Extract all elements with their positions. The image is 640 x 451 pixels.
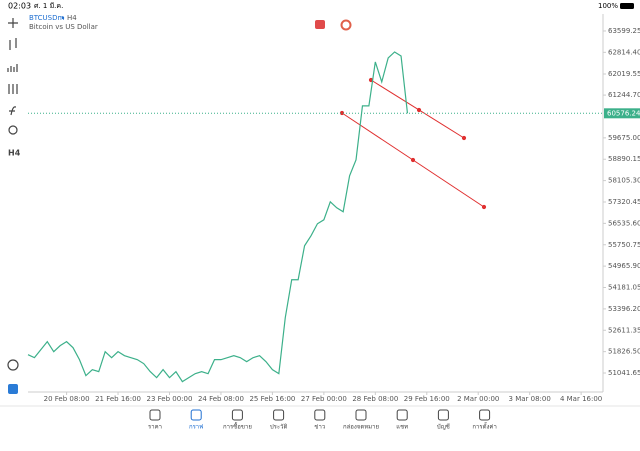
y-tick-label: 62019.55 bbox=[608, 70, 640, 78]
nav-icon[interactable] bbox=[355, 409, 367, 421]
nav-icon[interactable] bbox=[149, 409, 161, 421]
nav-label[interactable]: ข่าว bbox=[314, 424, 325, 431]
timeframe-button[interactable]: H4 bbox=[8, 149, 21, 158]
current-price-label: 60576.24 bbox=[607, 109, 640, 117]
description: Bitcoin vs US Dollar bbox=[29, 23, 98, 31]
nav-icon[interactable] bbox=[437, 409, 449, 421]
y-tick-label: 59675.00 bbox=[608, 134, 640, 142]
x-tick-label: 27 Feb 00:00 bbox=[301, 395, 347, 403]
trendline-point[interactable] bbox=[416, 107, 422, 113]
symbol: BTCUSDm bbox=[29, 14, 65, 22]
nav-label[interactable]: ราคา bbox=[148, 424, 162, 431]
crosshair-tool[interactable] bbox=[8, 18, 18, 28]
x-tick-label: 2 Mar 00:00 bbox=[457, 395, 499, 403]
y-tick-label: 56535.60 bbox=[608, 219, 640, 227]
timeframe: H4 bbox=[67, 14, 77, 22]
nav-icon[interactable] bbox=[190, 409, 202, 421]
nav-icon[interactable] bbox=[479, 409, 491, 421]
x-tick-label: 3 Mar 08:00 bbox=[509, 395, 551, 403]
x-tick-label: 24 Feb 08:00 bbox=[198, 395, 244, 403]
y-tick-label: 57320.45 bbox=[608, 198, 640, 206]
settings-tool[interactable] bbox=[8, 84, 18, 94]
x-tick-label: 4 Mar 16:00 bbox=[560, 395, 602, 403]
y-tick-label: 53396.20 bbox=[608, 305, 640, 313]
nav-label[interactable]: บัญชี bbox=[437, 423, 450, 431]
left-toolbar bbox=[7, 18, 19, 371]
nav-label[interactable]: การซื้อขาย bbox=[223, 421, 252, 431]
nav-icon[interactable] bbox=[314, 409, 326, 421]
status-time: 02:03 bbox=[8, 2, 31, 11]
y-tick-label: 58105.30 bbox=[608, 177, 640, 185]
nav-label[interactable]: กล่องจดหมาย bbox=[343, 424, 379, 431]
x-tick-label: 20 Feb 08:00 bbox=[44, 395, 90, 403]
x-tick-label: 29 Feb 16:00 bbox=[404, 395, 450, 403]
current-price-box bbox=[604, 108, 640, 119]
y-tick-label: 54965.90 bbox=[608, 262, 640, 270]
nav-icon[interactable] bbox=[396, 409, 408, 421]
chart-type-tool[interactable] bbox=[9, 38, 17, 50]
separator bbox=[61, 16, 65, 20]
app-icon[interactable] bbox=[8, 384, 18, 394]
function-tool[interactable] bbox=[9, 106, 17, 116]
y-tick-label: 55750.75 bbox=[608, 241, 640, 249]
trendline-point[interactable] bbox=[461, 135, 467, 141]
trade-icon[interactable] bbox=[315, 20, 325, 29]
x-tick-label: 25 Feb 16:00 bbox=[249, 395, 295, 403]
y-tick-label: 58890.15 bbox=[608, 155, 640, 163]
price-line bbox=[27, 51, 409, 383]
y-tick-label: 52611.35 bbox=[608, 326, 640, 334]
x-tick-label: 23 Feb 00:00 bbox=[147, 395, 193, 403]
y-tick-label: 61244.70 bbox=[608, 91, 640, 99]
signal-icon[interactable] bbox=[340, 19, 352, 31]
objects-tool[interactable] bbox=[8, 125, 18, 135]
nav-label[interactable]: การตั้งค่า bbox=[472, 421, 496, 431]
x-tick-label: 21 Feb 16:00 bbox=[95, 395, 141, 403]
y-tick-label: 51041.65 bbox=[608, 369, 640, 377]
nav-icon[interactable] bbox=[231, 409, 243, 421]
y-tick-label: 63599.25 bbox=[608, 27, 640, 35]
status-date: ศ. 1 มี.ค. bbox=[34, 2, 63, 10]
indicators-tool[interactable] bbox=[7, 64, 18, 72]
nav-label[interactable]: กราฟ bbox=[189, 424, 203, 431]
x-tick-label: 28 Feb 08:00 bbox=[352, 395, 398, 403]
y-tick-label: 62814.40 bbox=[608, 48, 640, 56]
trendlines bbox=[339, 77, 487, 210]
status-battery: 100% bbox=[598, 2, 618, 10]
y-tick-label: 51826.50 bbox=[608, 348, 640, 356]
nav-label[interactable]: แชท bbox=[396, 424, 408, 431]
trendline-point[interactable] bbox=[481, 204, 487, 210]
y-tick-label: 54181.05 bbox=[608, 284, 640, 292]
nav-label[interactable]: ประวัติ bbox=[270, 424, 288, 431]
nav-icon[interactable] bbox=[273, 409, 285, 421]
battery-icon bbox=[620, 3, 634, 9]
zoom-tool[interactable] bbox=[7, 359, 19, 371]
trendline-point[interactable] bbox=[410, 157, 416, 163]
